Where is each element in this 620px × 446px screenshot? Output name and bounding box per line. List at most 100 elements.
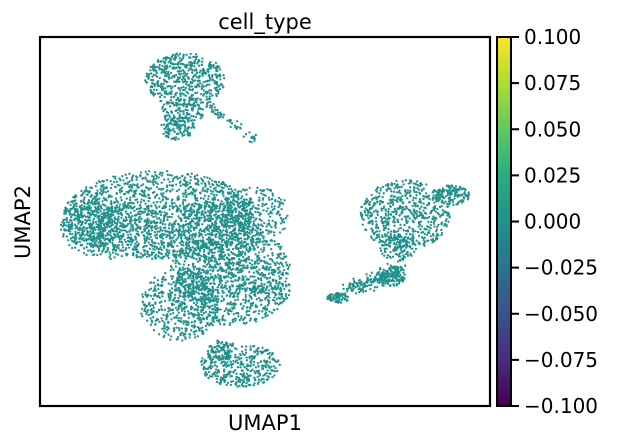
cell-point xyxy=(106,217,109,220)
cell-point xyxy=(149,281,152,284)
cell-point xyxy=(179,94,182,98)
cell-point xyxy=(222,297,225,300)
cell-point xyxy=(279,257,282,260)
cell-point xyxy=(136,201,139,204)
cell-point xyxy=(187,321,190,324)
cell-point xyxy=(166,189,169,192)
cell-point xyxy=(183,88,186,91)
cell-point xyxy=(67,226,71,229)
cell-point xyxy=(184,229,188,232)
cell-point xyxy=(164,135,168,138)
cell-point xyxy=(240,197,243,200)
cell-point xyxy=(166,328,169,332)
cell-point xyxy=(234,188,237,191)
cell-point xyxy=(109,201,113,205)
cell-point xyxy=(184,108,187,112)
cell-point xyxy=(249,217,252,221)
cell-point xyxy=(153,244,156,248)
cell-point xyxy=(154,173,157,177)
cell-point xyxy=(210,192,213,195)
cell-point xyxy=(229,125,232,129)
cell-point xyxy=(188,299,191,302)
cell-point xyxy=(247,250,250,253)
cell-point xyxy=(171,291,174,294)
cell-point xyxy=(278,293,281,296)
cell-point xyxy=(221,180,225,184)
cell-point xyxy=(199,197,203,200)
cell-point xyxy=(147,313,151,317)
cell-point xyxy=(174,109,177,113)
cell-point xyxy=(111,251,115,254)
cell-point xyxy=(214,180,217,183)
cell-point xyxy=(224,206,227,209)
cell-point xyxy=(191,254,194,258)
cell-point xyxy=(247,255,250,259)
cell-point xyxy=(248,140,251,143)
cell-point xyxy=(236,204,239,207)
cell-point xyxy=(130,176,134,180)
cell-point xyxy=(288,263,291,266)
cell-point xyxy=(270,230,273,233)
cell-point xyxy=(263,239,266,242)
cell-point xyxy=(186,291,189,294)
cell-point xyxy=(150,311,154,315)
cell-point xyxy=(175,136,178,139)
cell-point xyxy=(209,63,213,66)
cell-point xyxy=(283,227,286,230)
cell-point xyxy=(219,252,223,255)
cell-point xyxy=(222,229,225,232)
cell-point xyxy=(219,75,222,78)
cell-point xyxy=(160,82,163,86)
cell-point xyxy=(170,215,173,219)
cell-point xyxy=(124,210,128,213)
cell-point xyxy=(200,182,203,185)
cell-point xyxy=(215,316,218,320)
cell-point xyxy=(201,236,205,239)
cell-point xyxy=(275,282,278,285)
cell-point xyxy=(187,228,191,231)
cell-point xyxy=(242,304,245,308)
cell-point xyxy=(179,73,182,76)
cell-point xyxy=(225,287,228,290)
cell-point xyxy=(192,205,195,208)
cell-point xyxy=(86,242,89,245)
cell-point xyxy=(132,251,135,255)
cell-point xyxy=(166,230,169,233)
cell-point xyxy=(264,276,267,279)
cell-point xyxy=(176,272,179,275)
cell-point xyxy=(206,69,209,72)
cell-point xyxy=(87,208,90,212)
cell-point xyxy=(183,332,187,336)
cell-point xyxy=(112,233,116,236)
cell-point xyxy=(242,244,246,248)
cell-point xyxy=(231,248,235,251)
cell-point xyxy=(197,311,200,314)
cell-point xyxy=(168,222,171,225)
cell-point xyxy=(241,217,245,220)
cell-point xyxy=(146,255,149,258)
cell-point xyxy=(233,295,236,298)
cell-point xyxy=(193,69,196,72)
cell-point xyxy=(201,223,204,226)
cell-point xyxy=(244,210,248,213)
cell-point xyxy=(209,311,212,314)
cell-point xyxy=(105,226,109,229)
cell-point xyxy=(196,301,199,304)
cell-point xyxy=(239,220,242,223)
cell-point xyxy=(185,209,188,212)
cell-point xyxy=(124,248,127,251)
cell-point xyxy=(77,228,80,231)
cell-point xyxy=(214,210,217,213)
cell-point xyxy=(82,237,85,240)
cell-point xyxy=(269,189,272,192)
cell-point xyxy=(277,255,281,258)
cell-point xyxy=(169,71,173,75)
cell-point xyxy=(229,262,233,265)
cell-point xyxy=(184,181,188,184)
cell-point xyxy=(234,238,237,242)
cell-point xyxy=(214,207,217,210)
cell-point xyxy=(161,187,165,190)
cell-point xyxy=(160,89,164,92)
cell-point xyxy=(72,205,76,208)
cell-point xyxy=(220,186,223,189)
